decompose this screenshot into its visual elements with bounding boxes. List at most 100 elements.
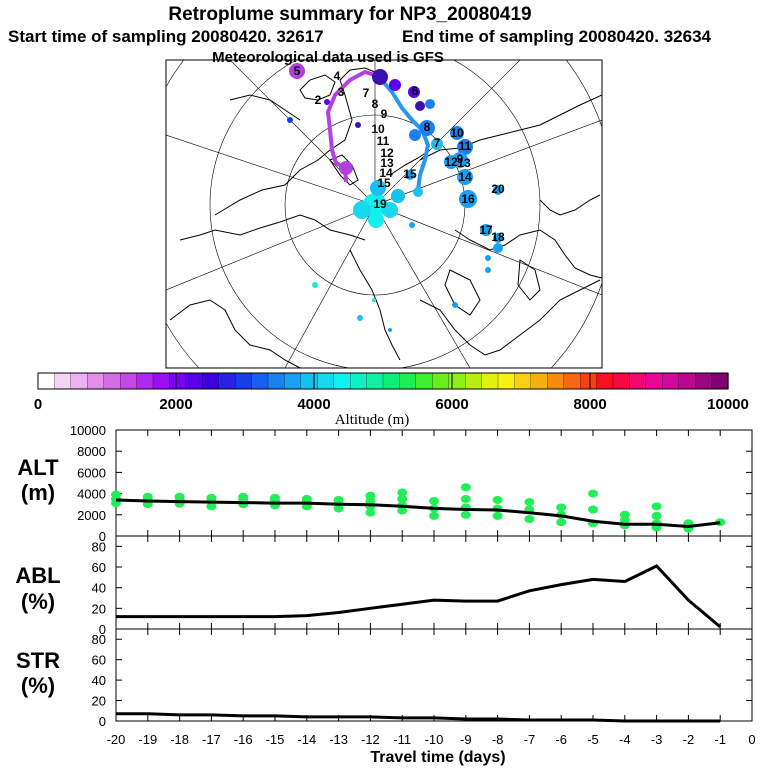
str-y-tick-label: 0 <box>99 714 106 729</box>
colorbar-cell <box>596 372 614 390</box>
alt-spread-point <box>492 495 503 504</box>
plume-marker <box>289 63 305 79</box>
blue-day-label: 8 <box>424 120 431 134</box>
x-tick-label: -8 <box>492 732 504 747</box>
alt-y-tick-label: 4000 <box>77 487 106 502</box>
abl-panel-label: ABL <box>15 563 60 588</box>
colorbar-tick-label: 8000 <box>573 396 606 413</box>
colorbar-cell <box>645 372 663 390</box>
alt-spread-point <box>588 489 598 498</box>
abl-y-tick-label: 20 <box>92 601 106 616</box>
colorbar-cell <box>464 372 483 390</box>
str-y-tick-label: 40 <box>92 673 106 688</box>
colorbar-cell <box>481 372 499 390</box>
purple-day-label: 11 <box>377 134 390 148</box>
alt-spread-point <box>651 502 662 511</box>
colorbar-cell <box>399 372 417 390</box>
alt-spread-point <box>397 494 408 503</box>
x-tick-label: -12 <box>361 732 380 747</box>
x-tick-label: -19 <box>138 732 157 747</box>
alt-y-tick-label: 0 <box>99 529 106 544</box>
colorbar-tick-label: 6000 <box>435 396 468 413</box>
alt-spread-point <box>429 497 439 506</box>
met-data-line: Meteorological data used is GFS <box>212 49 444 66</box>
colorbar-cell <box>579 372 598 390</box>
abl-panel-unit: (%) <box>21 589 55 614</box>
start-time-line: Start time of sampling 20080420. 32617 <box>8 27 324 46</box>
str-y-tick-label: 60 <box>92 653 106 668</box>
plume-marker <box>324 99 330 105</box>
plume-marker <box>389 79 401 91</box>
x-tick-label: -15 <box>266 732 285 747</box>
plume-marker <box>388 328 392 332</box>
str-line <box>116 712 721 723</box>
colorbar-cell <box>300 372 318 390</box>
plume-marker <box>480 224 492 236</box>
alt-spread-point <box>460 510 471 519</box>
colorbar-cell <box>284 372 302 390</box>
blue-day-label: 11 <box>459 139 472 153</box>
colorbar-cell <box>612 372 631 390</box>
colorbar-cell <box>202 372 220 390</box>
str-y-tick-label: 20 <box>92 694 106 709</box>
alt-spread-point <box>333 504 344 513</box>
plume-marker <box>459 190 477 208</box>
colorbar-cell <box>694 372 713 390</box>
purple-day-label: 10 <box>371 122 385 136</box>
str-panel-unit: (%) <box>21 673 55 698</box>
x-tick-label: -6 <box>555 732 567 747</box>
colorbar-cell <box>87 372 105 390</box>
colorbar-cell <box>136 372 154 390</box>
map-graticule <box>166 60 602 368</box>
str-y-ticks: 0 20 40 60 80 <box>92 632 752 729</box>
alt-panel: ALT (m) 0 2000 4000 6000 8000 10000 <box>17 423 753 544</box>
x-tick-label: -7 <box>524 732 536 747</box>
colorbar-cell <box>169 372 187 390</box>
colorbar-cell <box>530 372 548 390</box>
x-tick-label: -20 <box>107 732 126 747</box>
purple-day-label: 5 <box>294 64 301 78</box>
colorbar-cell <box>563 372 581 390</box>
plume-marker <box>391 189 405 203</box>
alt-spread-point <box>651 511 662 520</box>
plume-marker <box>408 86 420 98</box>
purple-day-label: 14 <box>379 166 393 180</box>
purple-day-label: 12 <box>380 146 394 160</box>
colorbar-cell <box>251 372 269 390</box>
x-tick-label: -17 <box>202 732 221 747</box>
plume-marker <box>457 139 473 155</box>
alt-spread-point <box>460 483 471 492</box>
x-tick-label: -16 <box>234 732 253 747</box>
alt-y-tick-label: 10000 <box>70 423 106 438</box>
blue-day-label: 15 <box>403 167 417 181</box>
plume-marker <box>493 243 503 253</box>
alt-mean-line <box>115 498 721 529</box>
abl-line <box>116 564 722 629</box>
colorbar-cell <box>234 372 253 390</box>
colorbar-cell <box>547 372 565 390</box>
plume-marker <box>353 201 371 219</box>
altitude-colorbar: 0 2000 4000 6000 8000 10000 Altitude (m) <box>34 372 749 428</box>
colorbar-cell <box>432 372 450 390</box>
abl-y-tick-label: 80 <box>92 539 106 554</box>
plume-marker <box>485 267 491 273</box>
coastlines <box>169 67 602 368</box>
abl-y-ticks: 0 20 40 60 80 <box>92 539 752 637</box>
x-tick-label: -3 <box>651 732 663 747</box>
colorbar-cell <box>629 372 647 390</box>
plume-marker <box>419 120 435 136</box>
colorbar-cell <box>448 372 466 390</box>
str-panel: STR (%) 0 20 40 60 80 <box>16 628 753 729</box>
x-tick-label: -13 <box>329 732 348 747</box>
purple-day-label: 4 <box>334 69 341 83</box>
colorbar-cell <box>317 372 335 390</box>
purple-day-label: 8 <box>372 97 379 111</box>
x-tick-label: -10 <box>425 732 444 747</box>
alt-spread-point <box>556 518 567 527</box>
colorbar-cell <box>218 372 236 390</box>
plume-marker <box>457 169 473 185</box>
colorbar-cell <box>349 372 368 390</box>
plume-marker <box>372 69 388 85</box>
plume-marker <box>312 282 318 288</box>
